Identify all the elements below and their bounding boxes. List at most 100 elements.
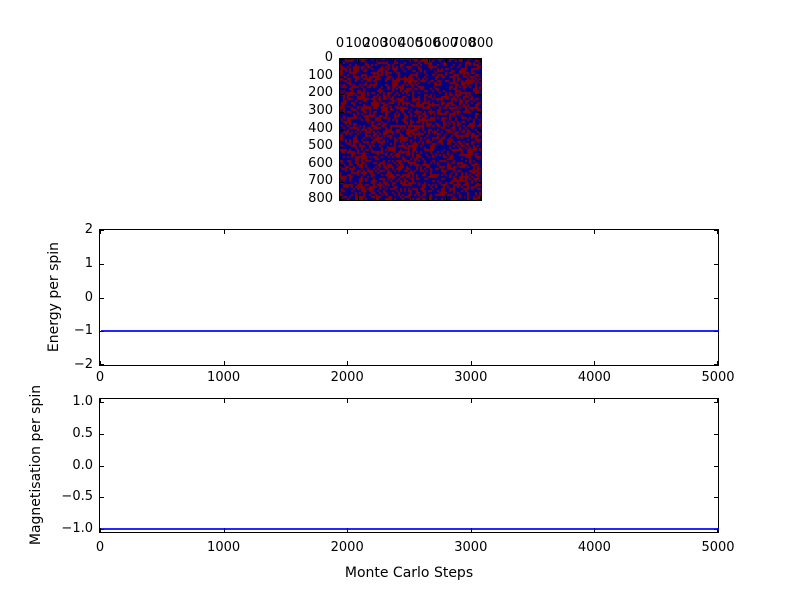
lattice-y-tick-label: 500 bbox=[308, 138, 333, 154]
lattice-x-tick-mark bbox=[392, 196, 394, 200]
x-tick-mark bbox=[717, 399, 718, 403]
x-tick-mark bbox=[223, 528, 225, 532]
lattice-x-tick-label: 100 bbox=[345, 36, 371, 51]
y-tick-mark bbox=[100, 433, 104, 435]
lattice-x-tick-label: 400 bbox=[398, 36, 423, 51]
magnetisation-y-axis-label: Magnetisation per spin bbox=[28, 384, 44, 546]
y-tick-mark bbox=[100, 497, 104, 499]
lattice-y-tick-label: 0 bbox=[324, 50, 333, 65]
lattice-x-tick-mark bbox=[463, 59, 465, 63]
lattice-x-tick-label: 700 bbox=[450, 36, 476, 51]
lattice-y-tick-mark bbox=[340, 182, 344, 184]
lattice-y-tick-label: 400 bbox=[308, 120, 333, 136]
x-tick-label: 0 bbox=[95, 370, 105, 385]
lattice-x-tick-mark bbox=[375, 196, 377, 200]
energy-plot bbox=[99, 229, 719, 366]
y-tick-label: 0.5 bbox=[72, 425, 93, 441]
x-tick-mark bbox=[470, 399, 472, 403]
spin-lattice-image bbox=[340, 59, 481, 200]
y-tick-mark bbox=[100, 297, 104, 299]
lattice-plot bbox=[339, 58, 482, 201]
lattice-x-tick-mark bbox=[428, 196, 430, 200]
lattice-x-tick-mark bbox=[445, 59, 447, 63]
x-tick-mark bbox=[347, 399, 349, 403]
y-tick-mark bbox=[714, 402, 718, 404]
y-tick-label: −1.0 bbox=[61, 520, 93, 536]
y-tick-mark bbox=[714, 433, 718, 435]
lattice-x-tick-mark bbox=[445, 196, 447, 200]
lattice-x-tick-mark bbox=[392, 59, 394, 63]
lattice-y-tick-mark bbox=[340, 199, 344, 200]
y-tick-mark bbox=[100, 465, 104, 467]
lattice-x-tick-label: 600 bbox=[433, 36, 459, 51]
y-tick-label: −0.5 bbox=[61, 489, 93, 505]
x-tick-mark bbox=[470, 230, 472, 234]
x-tick-label: 4000 bbox=[577, 540, 611, 555]
x-tick-mark bbox=[223, 361, 225, 365]
lattice-x-tick-mark bbox=[428, 59, 430, 63]
x-tick-label: 5000 bbox=[701, 540, 735, 555]
lattice-x-tick-mark bbox=[410, 196, 412, 200]
x-tick-mark bbox=[717, 230, 718, 234]
x-tick-mark bbox=[347, 528, 349, 532]
x-tick-mark bbox=[100, 230, 101, 234]
lattice-x-tick-label: 200 bbox=[362, 36, 388, 51]
lattice-y-tick-label: 200 bbox=[308, 85, 333, 101]
y-tick-mark bbox=[714, 230, 718, 231]
x-tick-label: 3000 bbox=[454, 370, 488, 385]
lattice-x-tick-mark bbox=[340, 196, 341, 200]
x-tick-mark bbox=[717, 361, 718, 365]
x-tick-label: 0 bbox=[95, 540, 105, 555]
y-tick-mark bbox=[100, 364, 104, 365]
lattice-y-tick-mark bbox=[477, 111, 481, 113]
lattice-y-tick-mark bbox=[340, 111, 344, 113]
x-tick-label: 1000 bbox=[207, 370, 241, 385]
x-tick-mark bbox=[100, 528, 101, 532]
lattice-y-tick-mark bbox=[340, 129, 344, 131]
y-tick-mark bbox=[714, 465, 718, 467]
lattice-y-tick-mark bbox=[477, 94, 481, 96]
y-tick-label: 1.0 bbox=[72, 394, 93, 410]
lattice-y-tick-mark bbox=[340, 164, 344, 166]
y-tick-label: 0 bbox=[84, 289, 93, 305]
lattice-x-tick-mark bbox=[463, 196, 465, 200]
x-tick-mark bbox=[594, 399, 596, 403]
lattice-y-tick-mark bbox=[477, 164, 481, 166]
lattice-x-tick-mark bbox=[357, 196, 359, 200]
y-tick-label: −1 bbox=[73, 323, 93, 339]
x-tick-label: 3000 bbox=[454, 540, 488, 555]
lattice-y-tick-mark bbox=[477, 147, 481, 149]
y-tick-mark bbox=[100, 402, 104, 404]
lattice-x-tick-label: 800 bbox=[468, 36, 494, 51]
lattice-y-tick-mark bbox=[340, 147, 344, 149]
lattice-y-tick-mark bbox=[340, 94, 344, 96]
x-tick-mark bbox=[470, 361, 472, 365]
energy-y-axis-label: Energy per spin bbox=[46, 241, 62, 353]
y-tick-mark bbox=[714, 297, 718, 299]
y-tick-label: 0.0 bbox=[72, 457, 93, 473]
energy-per-spin-line bbox=[101, 330, 719, 332]
lattice-y-tick-mark bbox=[477, 76, 481, 78]
lattice-x-tick-mark bbox=[357, 59, 359, 63]
y-tick-label: 1 bbox=[84, 255, 93, 271]
x-tick-label: 4000 bbox=[577, 370, 611, 385]
magnetisation-per-spin-line bbox=[101, 528, 719, 530]
x-tick-mark bbox=[347, 361, 349, 365]
lattice-x-tick-label: 300 bbox=[380, 36, 406, 51]
x-tick-mark bbox=[100, 399, 101, 403]
x-tick-mark bbox=[594, 230, 596, 234]
lattice-y-tick-mark bbox=[477, 182, 481, 184]
x-tick-label: 1000 bbox=[207, 540, 241, 555]
x-tick-mark bbox=[223, 399, 225, 403]
lattice-x-tick-mark bbox=[480, 59, 481, 63]
y-tick-mark bbox=[100, 230, 104, 231]
lattice-x-tick-mark bbox=[480, 196, 481, 200]
lattice-y-tick-mark bbox=[477, 59, 481, 60]
x-axis-label: Monte Carlo Steps bbox=[344, 565, 474, 581]
x-tick-label: 2000 bbox=[330, 370, 364, 385]
lattice-x-tick-mark bbox=[340, 59, 341, 63]
lattice-x-tick-label: 500 bbox=[415, 36, 441, 51]
lattice-y-tick-label: 700 bbox=[308, 173, 333, 189]
lattice-y-tick-mark bbox=[340, 59, 344, 60]
